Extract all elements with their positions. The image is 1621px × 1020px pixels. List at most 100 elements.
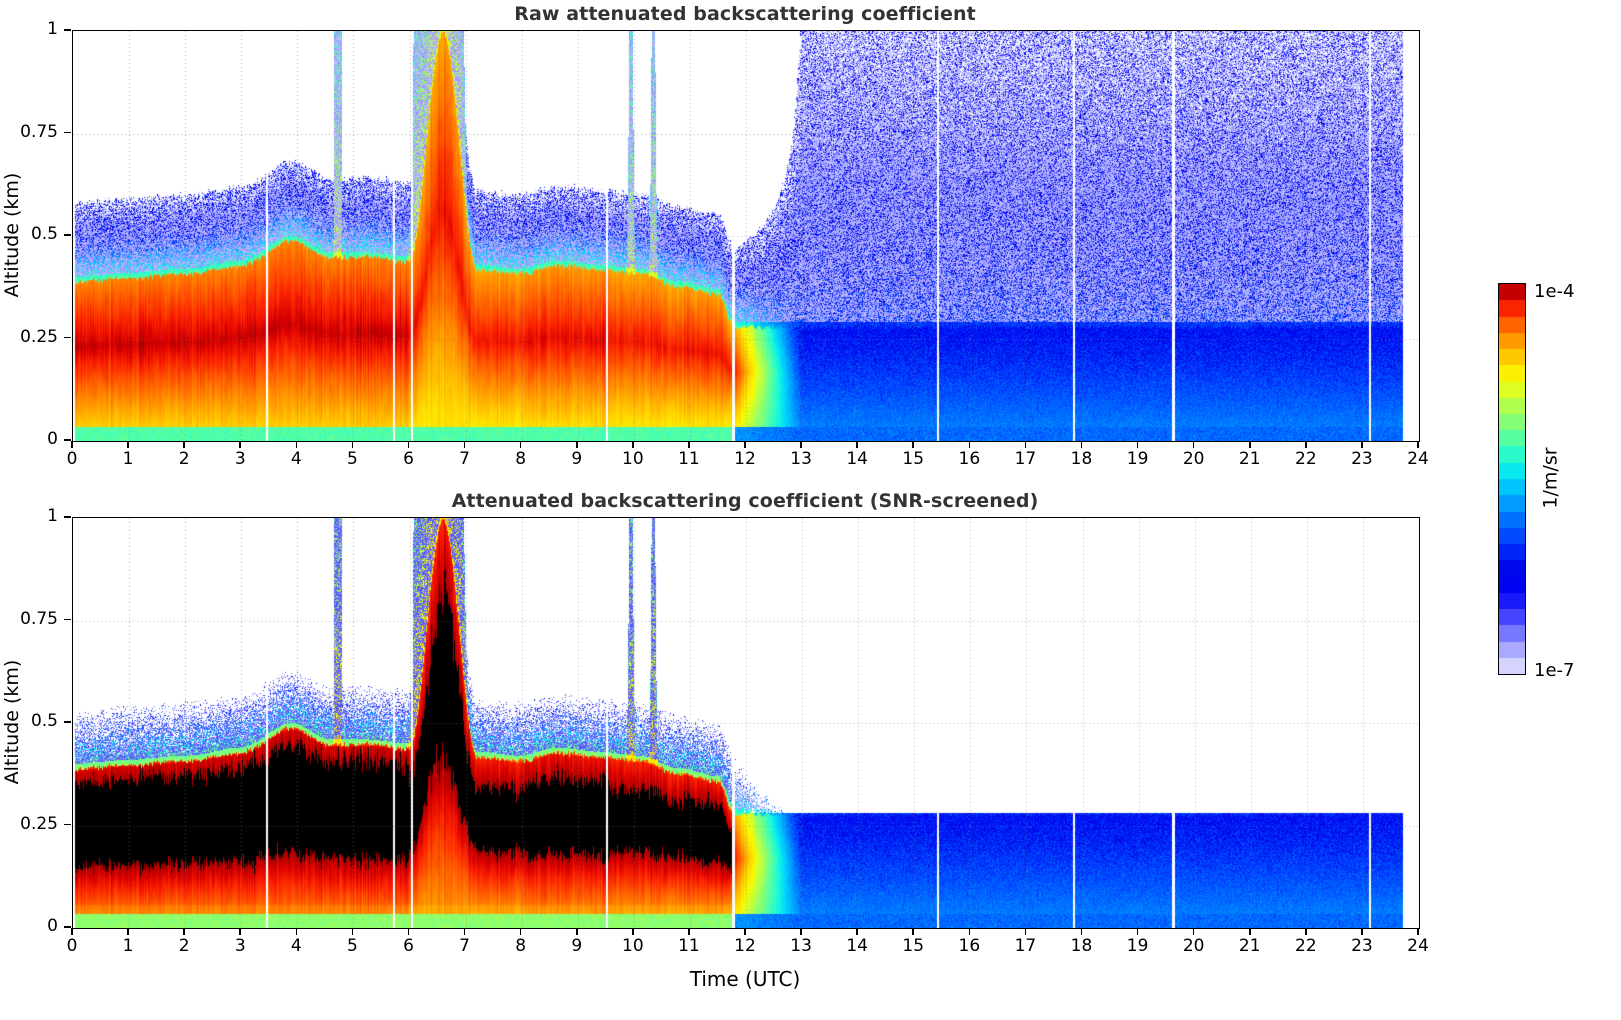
x-tick-label: 8: [515, 936, 527, 956]
y-tick-label: 0.75: [20, 608, 58, 629]
x-tick-label: 24: [1407, 936, 1429, 956]
x-tick-label: 11: [678, 449, 700, 469]
colorbar[interactable]: [1498, 283, 1526, 675]
x-tick-label: 14: [846, 449, 868, 469]
x-tick-label: 1: [122, 936, 134, 956]
x-tickmark: [632, 441, 634, 448]
x-tick-label: 15: [902, 936, 925, 956]
x-tickmark: [968, 928, 971, 935]
x-tickmark: [239, 928, 242, 935]
x-tickmark: [744, 441, 746, 448]
y-tickmark: [64, 823, 71, 826]
x-tick-label: 4: [290, 449, 302, 469]
x-tickmark: [463, 928, 466, 935]
y-tickmark: [64, 29, 71, 31]
x-tickmark: [1024, 441, 1027, 448]
heatmap-axes-raw[interactable]: [72, 30, 1420, 442]
y-tick-label: 0.5: [30, 711, 58, 731]
x-tick-label: 17: [1014, 449, 1037, 469]
x-tick-label: 16: [958, 449, 981, 469]
x-tick-label: 10: [622, 936, 644, 956]
x-tickmark: [71, 928, 73, 935]
x-tick-label: 4: [290, 936, 302, 956]
x-tick-label: 3: [234, 936, 246, 956]
x-tick-label: 7: [459, 936, 470, 956]
y-tickmark: [64, 234, 71, 236]
x-tickmark: [800, 441, 802, 448]
x-tick-label: 2: [178, 936, 190, 956]
x-tick-label: 1: [122, 449, 134, 469]
x-tick-label: 12: [734, 449, 756, 469]
x-tick-label: 9: [571, 936, 583, 956]
x-tickmark: [1361, 928, 1363, 935]
y-tickmark: [64, 721, 71, 723]
x-tickmark: [912, 928, 915, 935]
x-tickmark: [183, 441, 185, 448]
x-tick-label: 9: [571, 449, 583, 469]
x-tickmark: [407, 441, 410, 448]
x-tickmark: [519, 928, 522, 935]
y-tick-label: 0: [47, 916, 58, 936]
x-tick-label: 6: [403, 449, 414, 469]
x-tickmark: [1024, 928, 1027, 935]
y-tick-label: 1: [47, 19, 58, 39]
x-tickmark: [351, 441, 354, 448]
x-tickmark: [1305, 928, 1307, 935]
x-tick-label: 10: [622, 449, 644, 469]
y-tickmark: [64, 336, 71, 339]
x-tickmark: [407, 928, 410, 935]
x-tickmark: [1248, 928, 1251, 935]
x-tickmark: [1305, 441, 1307, 448]
x-tick-label: 18: [1070, 936, 1093, 956]
y-tickmark: [64, 131, 71, 134]
x-tick-label: 16: [958, 936, 981, 956]
x-tickmark: [1248, 441, 1251, 448]
x-tickmark: [968, 441, 971, 448]
x-tickmark: [856, 928, 858, 935]
x-tickmark: [295, 928, 298, 935]
x-tickmark: [1417, 441, 1419, 448]
x-tick-label: 24: [1407, 449, 1429, 469]
x-tickmark: [1192, 928, 1195, 935]
y-tick-label: 0.75: [20, 121, 58, 142]
x-tickmark: [239, 441, 242, 448]
x-tick-label: 6: [403, 936, 414, 956]
x-tickmark: [744, 928, 746, 935]
x-tick-label: 22: [1295, 449, 1317, 469]
y-tick-label: 1: [47, 506, 58, 526]
x-tick-label: 15: [902, 449, 925, 469]
x-tick-label: 0: [66, 936, 78, 956]
x-tickmark: [632, 928, 634, 935]
heatmap-axes-screened[interactable]: [72, 517, 1420, 929]
x-tick-label: 0: [66, 449, 78, 469]
x-tickmark: [912, 441, 915, 448]
x-tickmark: [295, 441, 298, 448]
x-tickmark: [688, 441, 690, 448]
x-tick-label: 17: [1014, 936, 1037, 956]
y-tickmark: [64, 516, 71, 518]
x-tick-label: 19: [1126, 449, 1149, 469]
x-tickmark: [1136, 441, 1139, 448]
x-tickmark: [127, 928, 129, 935]
y-tickmark: [64, 926, 71, 928]
x-tickmark: [688, 928, 690, 935]
x-tickmark: [1417, 928, 1419, 935]
x-tickmark: [1192, 441, 1195, 448]
x-tickmark: [127, 441, 129, 448]
x-tick-label: 7: [459, 449, 470, 469]
x-tickmark: [1080, 441, 1083, 448]
colorbar-min-label: 1e-7: [1534, 660, 1575, 681]
x-tickmark: [856, 441, 858, 448]
y-tick-label: 0.25: [20, 813, 58, 834]
x-tick-label: 8: [515, 449, 527, 469]
x-tickmark: [463, 441, 466, 448]
x-tick-label: 12: [734, 936, 756, 956]
x-tick-label: 3: [234, 449, 246, 469]
x-tick-label: 20: [1182, 936, 1205, 956]
y-tickmark: [64, 618, 71, 621]
panel-title-screened: Attenuated backscattering coefficient (S…: [451, 490, 1039, 512]
x-tickmark: [1136, 928, 1139, 935]
panel-title-raw: Raw attenuated backscattering coefficien…: [514, 3, 976, 25]
x-tick-label: 2: [178, 449, 190, 469]
